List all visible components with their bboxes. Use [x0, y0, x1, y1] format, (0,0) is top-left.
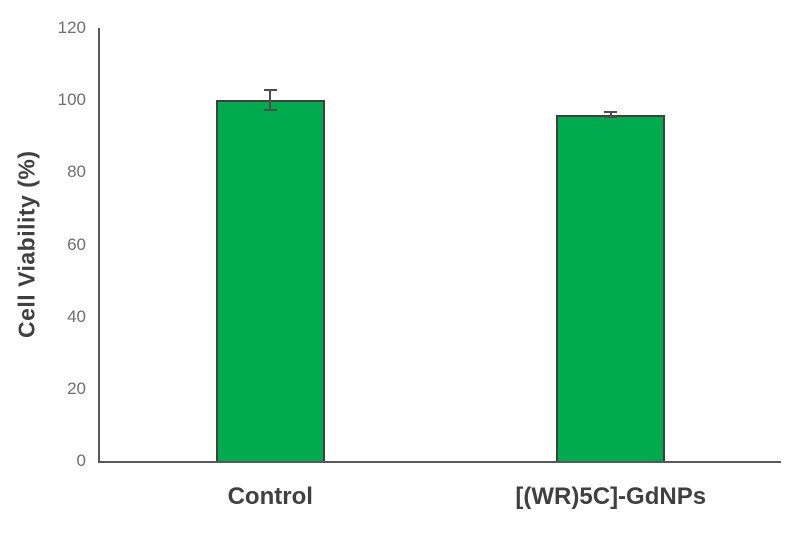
error-bar-cap — [604, 116, 618, 119]
error-bar — [604, 110, 618, 119]
y-tick-label: 120 — [57, 18, 86, 37]
category-label: Control — [227, 483, 313, 510]
error-bar-cap — [604, 110, 618, 113]
y-tick-label: 80 — [67, 162, 86, 182]
plot-area: 0 20 40 60 80 100 120 Control [(WR)5C]-GdNPs — [58, 18, 781, 510]
error-bar-cap — [263, 108, 277, 111]
error-bar-cap — [263, 89, 277, 92]
bar-control — [215, 100, 325, 461]
category-label: [(WR)5C]-GdNPs — [515, 483, 707, 510]
y-tick-label: 20 — [67, 378, 86, 398]
error-bar-whisker — [609, 110, 612, 119]
y-tick-label: 60 — [67, 234, 86, 254]
y-tick-label: 0 — [76, 451, 86, 470]
error-bar-whisker — [269, 89, 272, 111]
error-bar — [263, 89, 277, 111]
bar-wr-5c-gdnps — [556, 114, 666, 461]
y-tick-label: 100 — [57, 90, 86, 110]
y-tick-label: 40 — [67, 306, 86, 326]
